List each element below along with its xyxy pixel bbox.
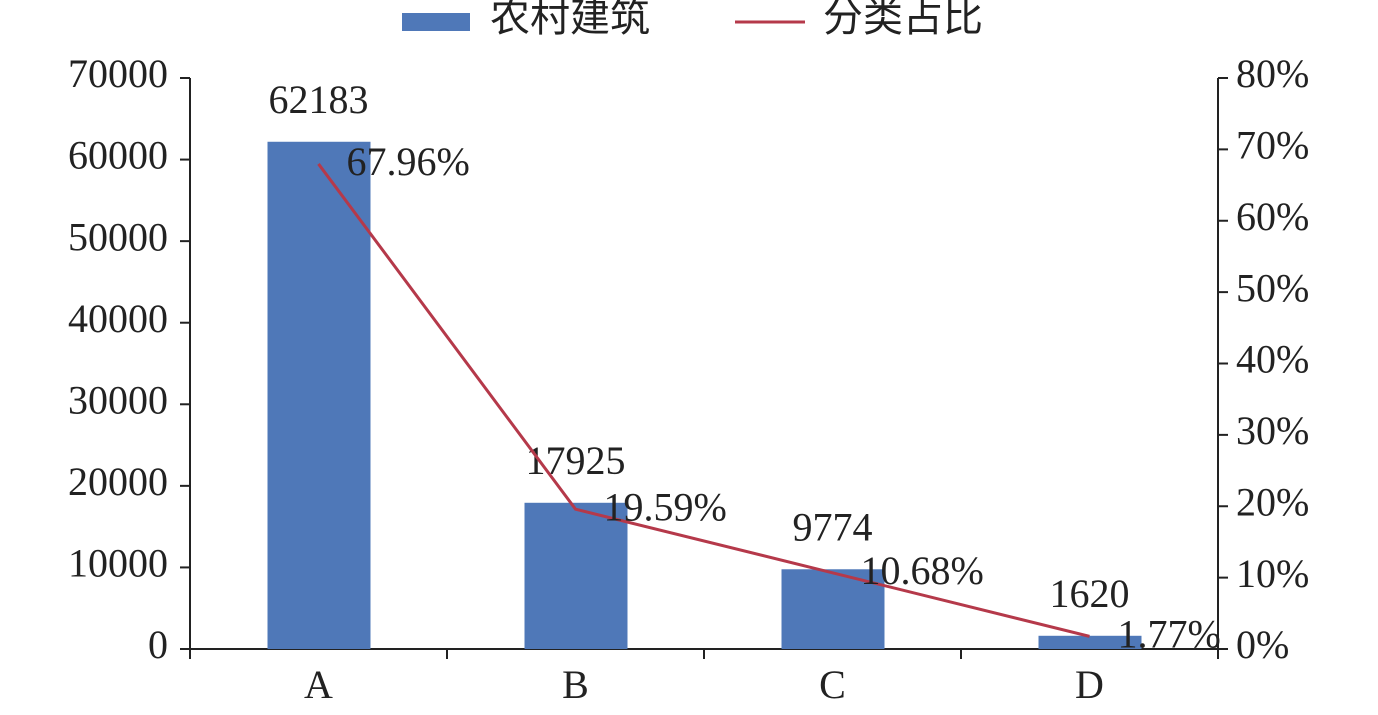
y-tick-label: 20000 [68,459,168,504]
y-tick-label: 0 [148,622,168,667]
legend-label: 分类占比 [823,0,983,40]
y2-tick-label: 70% [1236,123,1309,168]
legend-label: 农村建筑 [490,0,650,40]
y-tick-label: 50000 [68,214,168,259]
legend-swatch [402,13,470,31]
line-value-label: 19.59% [604,484,727,529]
line-value-label: 10.68% [861,548,984,593]
y-tick-label: 70000 [68,51,168,96]
x-tick-label: C [819,662,846,707]
y-tick-label: 60000 [68,133,168,178]
line-value-label: 1.77% [1118,612,1221,657]
y2-tick-label: 10% [1236,551,1309,596]
line-value-label: 67.96% [347,139,470,184]
y-tick-label: 40000 [68,296,168,341]
y2-tick-label: 30% [1236,408,1309,453]
bar-value-label: 1620 [1050,571,1130,616]
bar [524,502,628,649]
bar-value-label: 9774 [793,504,873,549]
y2-tick-label: 0% [1236,622,1289,667]
x-tick-label: A [304,662,333,707]
y2-tick-label: 60% [1236,194,1309,239]
bar-value-label: 17925 [526,438,626,483]
y-tick-label: 10000 [68,541,168,586]
bar [267,141,371,649]
y-tick-label: 30000 [68,377,168,422]
y2-tick-label: 20% [1236,479,1309,524]
x-tick-label: D [1075,662,1104,707]
bar-value-label: 62183 [269,77,369,122]
y2-tick-label: 80% [1236,51,1309,96]
x-tick-label: B [562,662,589,707]
line [317,163,1090,638]
y2-tick-label: 40% [1236,337,1309,382]
y2-tick-label: 50% [1236,265,1309,310]
bar [1038,635,1142,649]
